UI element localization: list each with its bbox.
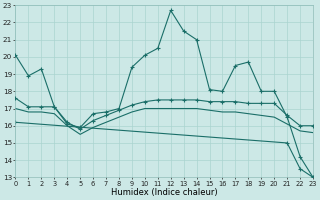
X-axis label: Humidex (Indice chaleur): Humidex (Indice chaleur) — [111, 188, 218, 197]
